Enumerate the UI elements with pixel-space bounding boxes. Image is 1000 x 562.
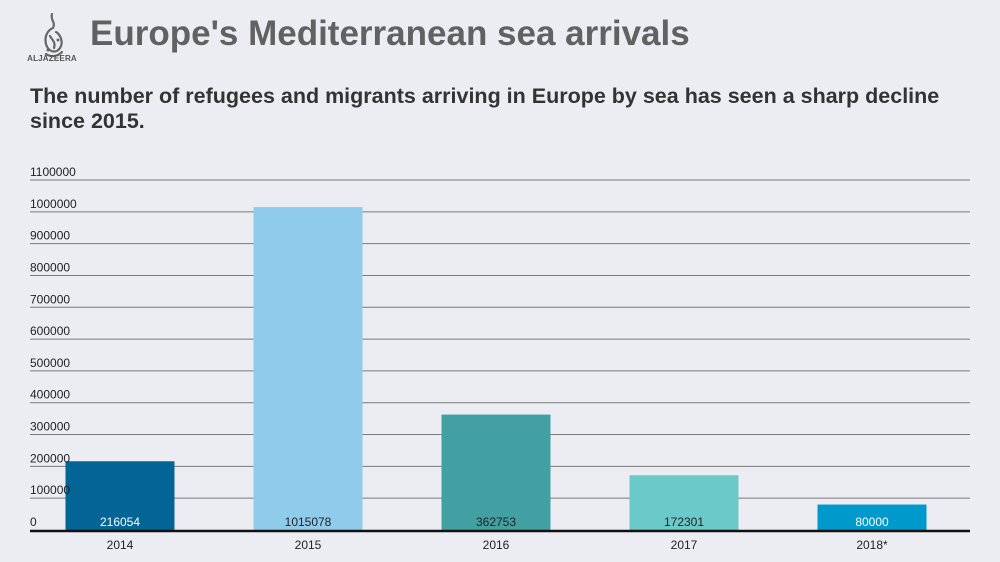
y-tick-label: 300000 [30, 420, 70, 434]
x-tick-label: 2017 [671, 538, 698, 552]
bar-2015 [253, 207, 363, 530]
labels: 0 100000 200000 300000 400000 500000 600000 700… [30, 165, 970, 552]
y-tick-label: 600000 [30, 324, 70, 338]
data-label: 1015078 [285, 515, 332, 529]
bar-2014 [65, 461, 175, 530]
y-tick-label: 400000 [30, 388, 70, 402]
y-tick-label: 800000 [30, 260, 70, 274]
x-tick-label: 2018* [856, 538, 888, 552]
logo-text: ALJAZEERA [27, 54, 77, 63]
data-label: 362753 [476, 515, 516, 529]
data-label: 216054 [100, 515, 140, 529]
y-tick-label: 900000 [30, 229, 70, 243]
y-tick-label: 1000000 [30, 197, 77, 211]
bar-2016 [441, 414, 551, 530]
y-tick-label: 1100000 [30, 165, 76, 179]
x-tick-label: 2015 [295, 538, 322, 552]
x-tick-label: 2014 [107, 538, 134, 552]
y-tick-label: 500000 [30, 356, 70, 370]
chart-subtitle: The number of refugees and migrants arri… [30, 84, 940, 133]
y-tick-label: 0 [30, 515, 37, 529]
y-tick-label: 100000 [30, 483, 70, 497]
y-tick-label: 200000 [30, 451, 70, 465]
chart-title: Europe's Mediterranean sea arrivals [90, 14, 690, 53]
aljazeera-logo [44, 12, 64, 58]
bar-2018 [817, 504, 927, 530]
bars [65, 207, 927, 530]
y-tick-label: 700000 [30, 292, 70, 306]
x-tick-label: 2016 [483, 538, 510, 552]
data-label: 172301 [664, 515, 704, 529]
bar-2017 [629, 475, 739, 530]
data-label: 80000 [855, 515, 889, 529]
